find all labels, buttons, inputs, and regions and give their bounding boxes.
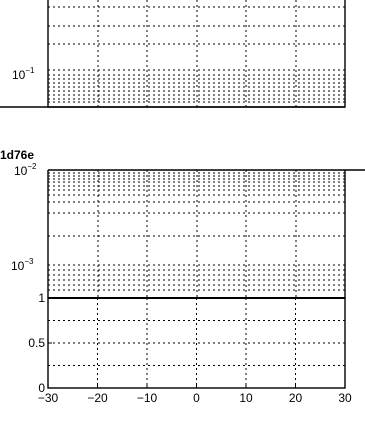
middle-ytick-label-clipped: 10−2 xyxy=(14,162,37,178)
top-ytick-label: 10−1 xyxy=(12,66,35,82)
xtick-label: 10 xyxy=(239,391,253,405)
xtick-label: 20 xyxy=(289,391,303,405)
top-panel-grid xyxy=(48,0,345,107)
xtick-label: 30 xyxy=(338,391,352,405)
bottom-panel: −30 −20 −10 0 10 20 30 00.51 xyxy=(28,291,352,405)
top-panel: 10−1 xyxy=(0,0,346,108)
ytick-label: 1 xyxy=(38,291,45,305)
middle-panel: 10−2 10−3 xyxy=(11,162,365,298)
middle-ytick-label: 10−3 xyxy=(11,257,34,273)
ytick-label: 0 xyxy=(38,381,45,395)
xtick-label: 0 xyxy=(193,391,200,405)
xtick-label: −20 xyxy=(87,391,108,405)
chart-title: 1d76e xyxy=(0,148,34,162)
bottom-panel-xticks: −30 −20 −10 0 10 20 30 xyxy=(38,384,352,405)
xtick-label: −30 xyxy=(38,391,59,405)
bottom-panel-grid xyxy=(48,298,345,388)
ytick-label: 0.5 xyxy=(28,336,45,350)
xtick-label: −10 xyxy=(137,391,158,405)
bottom-panel-yticks: 00.51 xyxy=(28,291,52,395)
middle-panel-grid xyxy=(48,170,345,298)
